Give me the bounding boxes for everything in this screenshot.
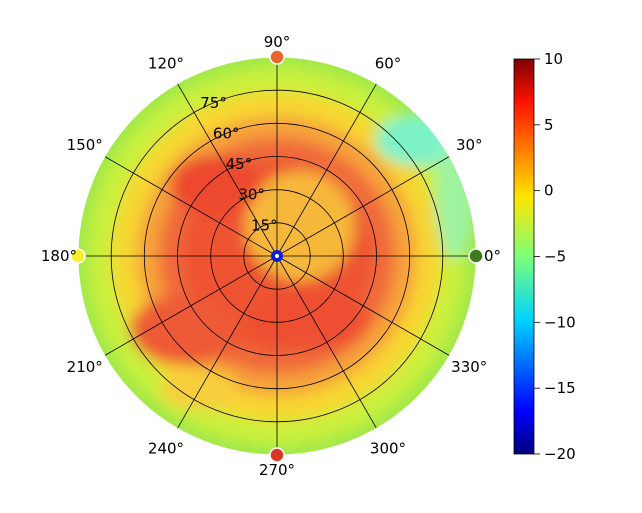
center-marker [271,250,283,262]
spoke-330 [276,255,450,356]
edge-marker-0 [468,248,484,264]
angle-label-30: 30° [456,136,483,154]
spoke-120 [177,83,278,257]
colorbar-tick-label: −10 [544,313,576,331]
spoke-300 [276,255,377,429]
radial-label-30: 30° [238,186,265,204]
radial-label-45: 45° [226,155,253,173]
spoke-210 [104,255,278,356]
colorbar-tick-label: −20 [544,445,576,463]
angle-label-120: 120° [148,55,184,73]
edge-marker-270 [269,447,285,463]
colorbar-tick-label: 0 [544,182,554,200]
radial-tick-labels: 15° 30° 45° 60° 75° [200,94,277,235]
angle-label-60: 60° [375,55,402,73]
angle-label-0: 0° [484,247,501,265]
spoke-150 [104,156,278,257]
angle-tick-labels: 0° 30° 60° 90° 120° 150° 180° 210° 240° 270° 300° 3… [41,33,501,479]
edge-markers [70,49,484,463]
angle-label-180: 180° [41,247,77,265]
edge-marker-180 [70,248,86,264]
colorbar-gradient [513,58,535,455]
angle-label-240: 240° [148,439,184,457]
angle-label-300: 300° [370,439,406,457]
colorbar-tick-label: −15 [544,379,576,397]
radial-label-75: 75° [200,94,227,112]
angle-label-330: 330° [451,358,487,376]
angle-label-210: 210° [67,358,103,376]
edge-marker-90 [269,49,285,65]
colorbar-tick-label: 5 [544,116,554,134]
colorbar-ticks: 10 5 0 −5 −10 −15 −20 [534,50,576,463]
colorbar-tick-label: 10 [544,50,563,68]
angle-label-90: 90° [264,33,291,51]
spoke-30 [276,156,450,257]
spoke-60 [276,83,377,257]
radial-label-15: 15° [251,216,278,234]
colorbar-tick-label: −5 [544,248,566,266]
colorbar: 10 5 0 −5 −10 −15 −20 [513,50,576,463]
angle-label-150: 150° [67,136,103,154]
radial-label-60: 60° [213,124,240,142]
angle-label-270: 270° [259,461,295,479]
spoke-240 [177,255,278,429]
angular-gridlines [78,57,476,455]
